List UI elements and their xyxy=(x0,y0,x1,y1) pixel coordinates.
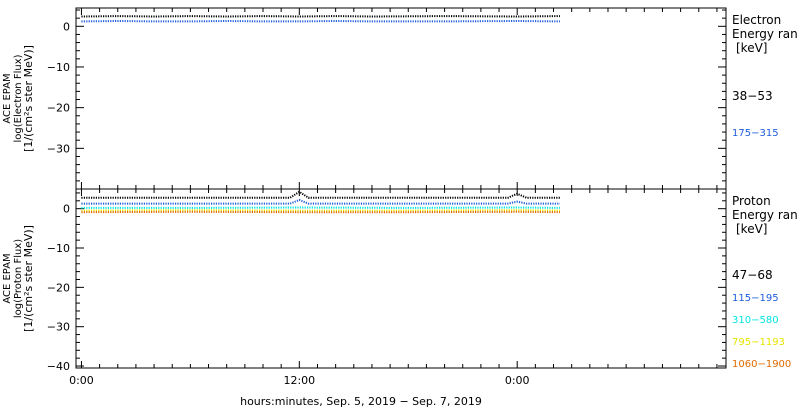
proton-y-tick-label: −40 xyxy=(47,360,70,373)
x-tick-label: 12:00 xyxy=(283,374,315,387)
electron-y-tick-label: −10 xyxy=(47,61,70,74)
proton-y-tick-label: −20 xyxy=(47,281,70,294)
electron-legend-entry: 38−53 xyxy=(732,89,773,103)
proton-legend-title: Energy ran xyxy=(732,208,798,222)
electron-y-axis-label: ACE EPAM xyxy=(2,73,13,123)
proton-legend-entry: 47−68 xyxy=(732,268,773,282)
proton-y-tick-label: −10 xyxy=(47,242,70,255)
electron-legend-entry: 175−315 xyxy=(732,128,779,139)
proton-y-axis-label: ACE EPAM xyxy=(2,253,13,303)
proton-series-1 xyxy=(81,200,560,204)
x-tick-label: 0:00 xyxy=(505,374,530,387)
x-tick-label: 0:00 xyxy=(69,374,94,387)
x-axis-label: hours:minutes, Sep. 5, 2019 − Sep. 7, 20… xyxy=(240,395,482,408)
electron-y-axis-label: [1/(cm²s ster MeV)] xyxy=(22,45,35,152)
electron-plot-frame xyxy=(76,8,726,189)
proton-y-axis-label: [1/(cm²s ster MeV)] xyxy=(22,225,35,332)
proton-series-0 xyxy=(81,192,560,198)
proton-legend-entry: 795−1193 xyxy=(732,337,785,348)
electron-y-tick-label: −30 xyxy=(47,142,70,155)
electron-y-tick-label: −20 xyxy=(47,102,70,115)
proton-y-tick-label: −30 xyxy=(47,321,70,334)
electron-legend-title: [keV] xyxy=(736,41,767,55)
proton-y-tick-label: 0 xyxy=(63,203,70,216)
proton-legend-entry: 115−195 xyxy=(732,293,779,304)
proton-legend-entry: 310−580 xyxy=(732,315,779,326)
electron-legend-title: Energy ran xyxy=(732,27,798,41)
proton-legend-entry: 1060−1900 xyxy=(732,359,791,370)
electron-legend-title: Electron xyxy=(732,13,781,27)
proton-legend-title: Proton xyxy=(732,194,771,208)
proton-legend-title: [keV] xyxy=(736,222,767,236)
proton-plot-frame xyxy=(76,189,726,368)
electron-y-tick-label: 0 xyxy=(63,20,70,33)
